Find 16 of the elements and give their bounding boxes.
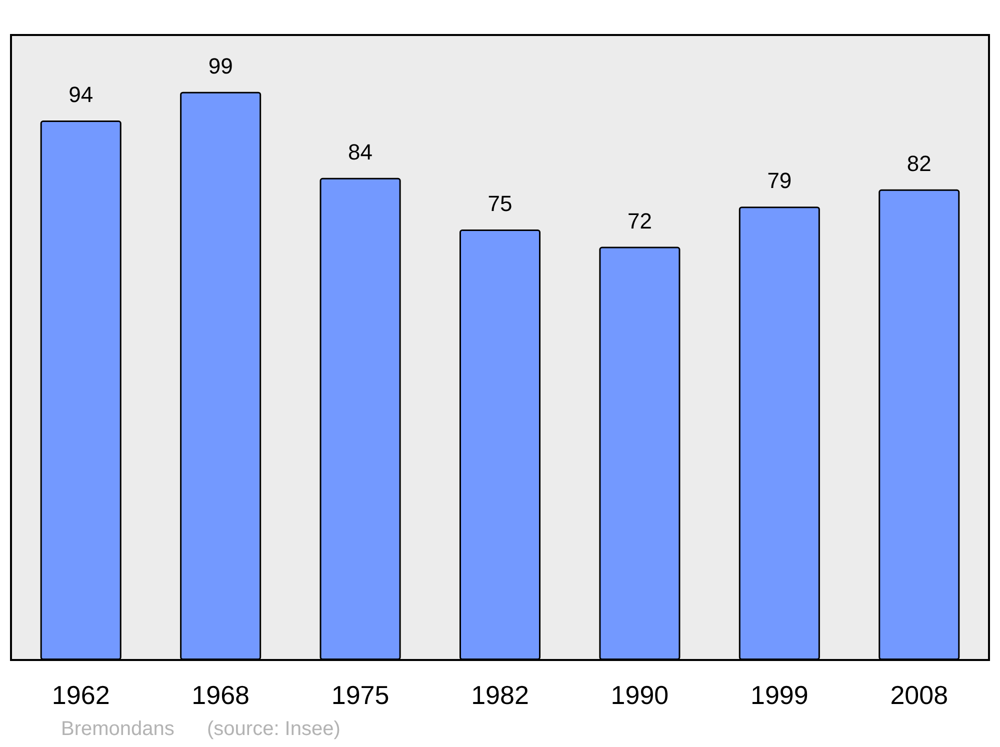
text: Bremondans — [61, 718, 174, 740]
x-tick-label: 1968 — [192, 680, 250, 710]
data-label: 75 — [488, 191, 512, 216]
x-tick-label: 1975 — [331, 680, 390, 710]
data-label: 84 — [348, 139, 373, 164]
x-tick-label: 1999 — [750, 680, 808, 710]
data-label: 94 — [68, 82, 94, 108]
text: (source: Insee) — [207, 718, 340, 740]
x-tick-label: 1990 — [610, 680, 669, 710]
x-tick-label: 1982 — [471, 680, 529, 710]
data-label: 99 — [208, 53, 233, 78]
x-tick-label: 2008 — [890, 680, 948, 710]
data-label: 82 — [906, 150, 932, 176]
data-label: 72 — [627, 208, 652, 234]
data-label: 79 — [767, 168, 792, 194]
x-tick-label: 1962 — [52, 680, 110, 710]
